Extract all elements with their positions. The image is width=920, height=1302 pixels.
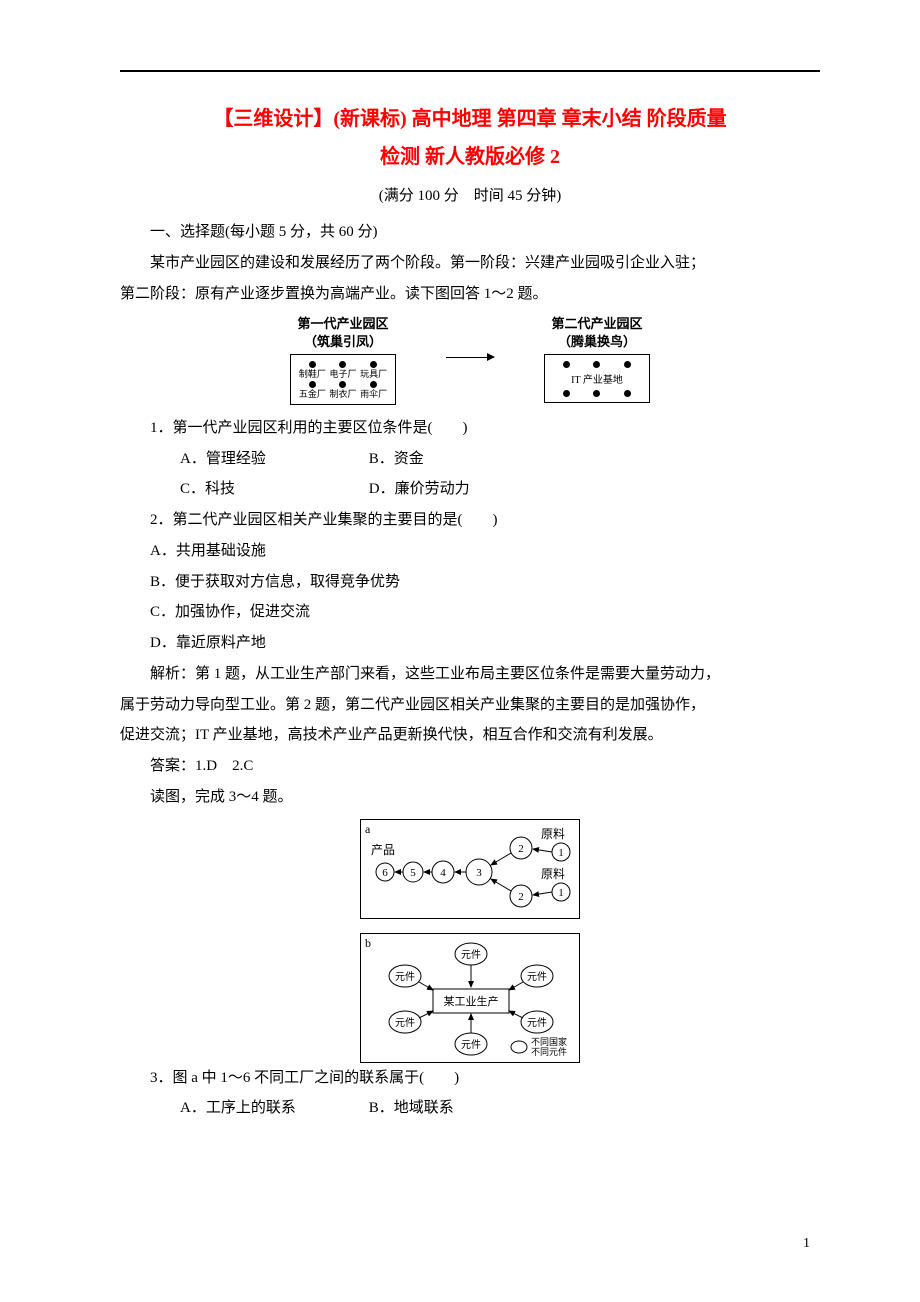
svg-text:元件: 元件 xyxy=(527,1017,547,1029)
right-title-l2: （腾巢换鸟） xyxy=(558,334,636,349)
diagram-2b: b 某工业生产 元件 元件 xyxy=(360,933,580,1063)
factory-label: 玩具厂 xyxy=(358,369,388,380)
diagram-2a: a 1 1 2 2 xyxy=(360,819,580,919)
node-5: 5 xyxy=(410,867,416,879)
diagram-2b-svg: 某工业生产 元件 元件 元件 元件 元件 元件 xyxy=(361,934,581,1064)
node-1: 1 xyxy=(558,847,564,859)
node-2: 2 xyxy=(518,843,524,855)
legend-line2: 不同元件 xyxy=(531,1046,567,1057)
intro-line1: 某市产业园区的建设和发展经历了两个阶段。第一阶段：兴建产业园吸引企业入驻； xyxy=(120,248,820,279)
page-number: 1 xyxy=(803,1236,810,1252)
explain-line1: 解析：第 1 题，从工业生产部门来看，这些工业布局主要区位条件是需要大量劳动力， xyxy=(120,659,820,690)
intro-line2: 第二阶段：原有产业逐步置换为高端产业。读下图回答 1～2 题。 xyxy=(120,279,820,310)
node-3: 3 xyxy=(476,867,482,879)
panel-right: 第二代产业园区 （腾巢换鸟） IT 产业基地 xyxy=(544,315,650,403)
q3-opt-a: A．工序上的联系 xyxy=(150,1093,365,1124)
factory-label: 制衣厂 xyxy=(328,389,358,400)
svg-text:元件: 元件 xyxy=(461,949,481,961)
diagram-2a-svg: 1 1 2 2 3 4 5 xyxy=(361,820,581,920)
raw-label: 原料 xyxy=(541,827,565,841)
explain-line3: 促进交流；IT 产业基地，高技术产业产品更新换代快，相互合作和交流有利发展。 xyxy=(120,720,820,751)
raw-label2: 原料 xyxy=(541,867,565,881)
product-label: 产品 xyxy=(371,843,395,857)
q1-opt-a: A．管理经验 xyxy=(150,444,365,475)
q3-options-ab: A．工序上的联系 B．地域联系 xyxy=(120,1093,820,1124)
right-panel-box: IT 产业基地 xyxy=(544,354,650,403)
right-title-l1: 第二代产业园区 xyxy=(551,316,642,331)
svg-text:元件: 元件 xyxy=(395,971,415,983)
legend-line1: 不同国家 xyxy=(531,1036,567,1047)
title-line2: 检测 新人教版必修 2 xyxy=(380,146,560,168)
q1-options-ab: A．管理经验 B．资金 xyxy=(120,444,820,475)
diagram-1: 第一代产业园区 （筑巢引凤） 制鞋厂 电子厂 玩具厂 五金厂 制衣厂 雨伞厂 xyxy=(120,315,820,405)
node-6: 6 xyxy=(382,867,388,879)
node-4: 4 xyxy=(440,867,446,879)
top-rule xyxy=(120,70,820,72)
right-panel-title: 第二代产业园区 （腾巢换鸟） xyxy=(551,315,642,350)
section-heading: 一、选择题(每小题 5 分，共 60 分) xyxy=(120,217,820,248)
svg-text:元件: 元件 xyxy=(395,1017,415,1029)
factory-label: 雨伞厂 xyxy=(358,389,388,400)
center-label: 某工业生产 xyxy=(444,994,499,1008)
svg-text:元件: 元件 xyxy=(527,971,547,983)
it-label: IT 产业基地 xyxy=(551,369,643,389)
answer-12: 答案：1.D 2.C xyxy=(120,751,820,782)
diagram-2: a 1 1 2 2 xyxy=(120,819,820,1063)
q2-opt-c: C．加强协作，促进交流 xyxy=(120,597,820,628)
question-1: 1．第一代产业园区利用的主要区位条件是( ) xyxy=(120,413,820,444)
q1-options-cd: C．科技 D．廉价劳动力 xyxy=(120,474,820,505)
factory-label: 五金厂 xyxy=(297,389,327,400)
q3-opt-b: B．地域联系 xyxy=(369,1100,454,1116)
svg-text:元件: 元件 xyxy=(461,1039,481,1051)
factory-label: 电子厂 xyxy=(328,369,358,380)
arrow-icon xyxy=(446,357,494,358)
q1-opt-b: B．资金 xyxy=(369,451,424,467)
node-1b: 1 xyxy=(558,887,564,899)
q1-opt-c: C．科技 xyxy=(150,474,365,505)
q2-opt-d: D．靠近原料产地 xyxy=(120,628,820,659)
left-title-l1: 第一代产业园区 xyxy=(297,316,388,331)
question-3: 3．图 a 中 1～6 不同工厂之间的联系属于( ) xyxy=(120,1063,820,1094)
read-34: 读图，完成 3～4 题。 xyxy=(120,782,820,813)
title-line1: 【三维设计】(新课标) 高中地理 第四章 章末小结 阶段质量 xyxy=(213,108,726,130)
q2-opt-a: A．共用基础设施 xyxy=(120,536,820,567)
question-2: 2．第二代产业园区相关产业集聚的主要目的是( ) xyxy=(120,505,820,536)
left-title-l2: （筑巢引凤） xyxy=(304,334,382,349)
q2-opt-b: B．便于获取对方信息，取得竞争优势 xyxy=(120,567,820,598)
panel-left: 第一代产业园区 （筑巢引凤） 制鞋厂 电子厂 玩具厂 五金厂 制衣厂 雨伞厂 xyxy=(290,315,396,405)
q1-opt-d: D．廉价劳动力 xyxy=(369,481,470,497)
factory-label: 制鞋厂 xyxy=(297,369,327,380)
node-2b: 2 xyxy=(518,891,524,903)
left-panel-box: 制鞋厂 电子厂 玩具厂 五金厂 制衣厂 雨伞厂 xyxy=(290,354,396,405)
doc-title: 【三维设计】(新课标) 高中地理 第四章 章末小结 阶段质量 检测 新人教版必修… xyxy=(160,100,780,176)
explain-line2: 属于劳动力导向型工业。第 2 题，第二代产业园区相关产业集聚的主要目的是加强协作… xyxy=(120,690,820,721)
left-panel-title: 第一代产业园区 （筑巢引凤） xyxy=(297,315,388,350)
subtitle: (满分 100 分 时间 45 分钟) xyxy=(120,184,820,205)
